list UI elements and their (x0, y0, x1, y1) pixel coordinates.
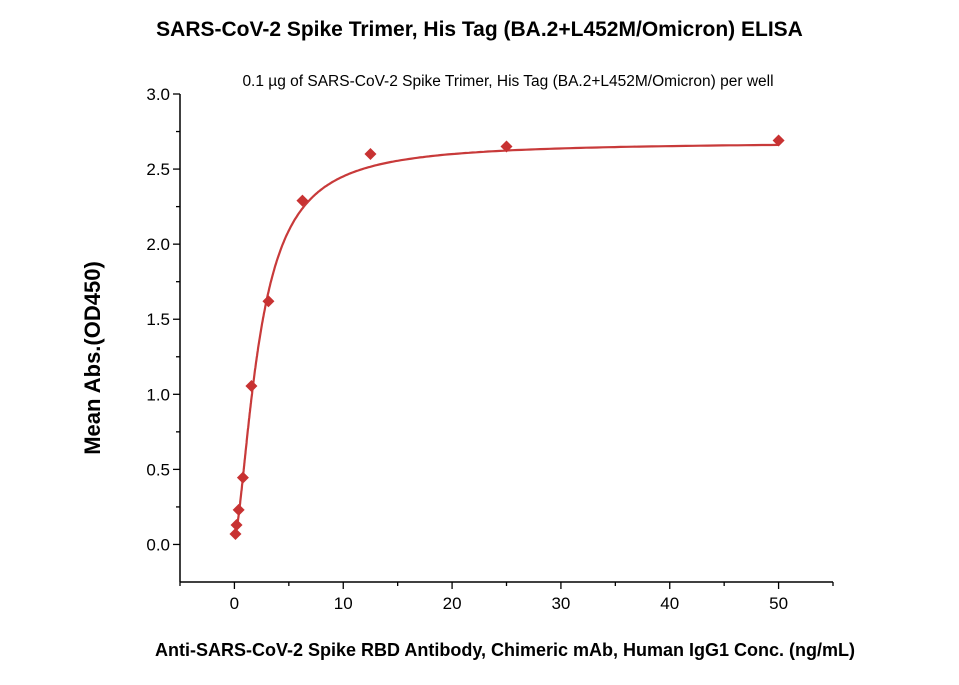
y-tick-label: 2.0 (146, 235, 170, 254)
x-tick-label: 50 (769, 594, 788, 613)
y-axis-label: Mean Abs.(OD450) (80, 261, 105, 455)
chart-subtitle: 0.1 µg of SARS-CoV-2 Spike Trimer, His T… (242, 73, 773, 90)
x-axis-label: Anti-SARS-CoV-2 Spike RBD Antibody, Chim… (155, 640, 855, 660)
data-point (296, 194, 309, 207)
y-tick-label: 1.5 (146, 310, 170, 329)
y-tick-label: 1.0 (146, 385, 170, 404)
data-point (500, 140, 513, 153)
data-point (232, 503, 245, 516)
data-point (364, 148, 377, 161)
data-point (245, 380, 258, 393)
y-tick-label: 2.5 (146, 160, 170, 179)
data-point (772, 134, 785, 147)
x-tick-label: 0 (230, 594, 239, 613)
y-tick-label: 0.5 (146, 460, 170, 479)
data-point (230, 518, 243, 531)
x-tick-label: 20 (443, 594, 462, 613)
fit-curve (234, 143, 779, 536)
x-tick-label: 40 (660, 594, 679, 613)
data-point (262, 295, 275, 308)
data-point (229, 527, 242, 540)
x-tick-label: 30 (551, 594, 570, 613)
chart-title: SARS-CoV-2 Spike Trimer, His Tag (BA.2+L… (156, 18, 803, 41)
y-tick-label: 3.0 (146, 85, 170, 104)
data-point (236, 471, 249, 484)
y-tick-label: 0.0 (146, 535, 170, 554)
x-tick-label: 10 (334, 594, 353, 613)
